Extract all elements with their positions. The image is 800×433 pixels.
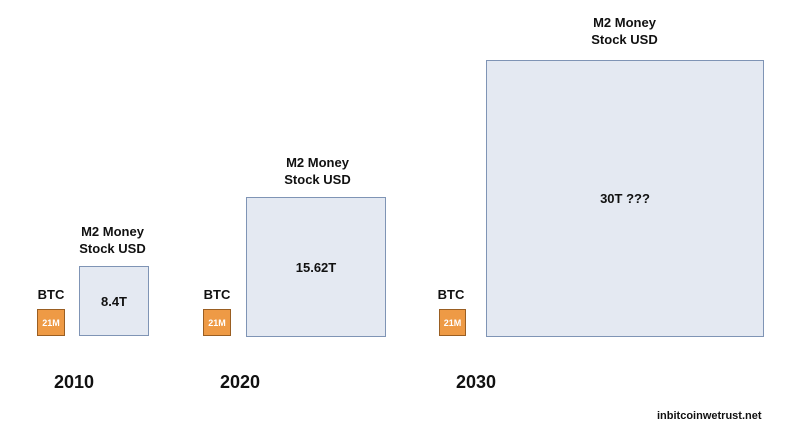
year-label-2030: 2030 — [456, 372, 497, 392]
m2-label-2020-line1: M2 Money — [286, 155, 349, 170]
btc-square-2030: 21M — [439, 309, 466, 336]
btc-label-2010: BTC — [37, 287, 65, 302]
m2-label-2010-line1: M2 Money — [81, 224, 144, 239]
m2-label-2020-line2: Stock USD — [284, 172, 351, 187]
m2-label-2010-line2: Stock USD — [79, 241, 146, 256]
btc-label-2030: BTC — [437, 287, 465, 302]
m2-label-2020: M2 Money Stock USD — [270, 154, 365, 188]
year-label-2010: 2010 — [54, 372, 95, 392]
m2-square-2030: 30T ??? — [486, 60, 764, 337]
source-watermark: inbitcoinwetrust.net — [657, 410, 762, 422]
btc-square-2010: 21M — [37, 309, 65, 336]
btc-square-2020: 21M — [203, 309, 231, 336]
btc-label-2020: BTC — [203, 287, 231, 302]
m2-label-2030: M2 Money Stock USD — [577, 14, 672, 48]
m2-label-2030-line1: M2 Money — [593, 15, 656, 30]
m2-square-2010: 8.4T — [79, 266, 149, 336]
m2-square-2020: 15.62T — [246, 197, 386, 337]
year-label-2020: 2020 — [220, 372, 261, 392]
m2-label-2030-line2: Stock USD — [591, 32, 658, 47]
m2-label-2010: M2 Money Stock USD — [70, 223, 155, 257]
